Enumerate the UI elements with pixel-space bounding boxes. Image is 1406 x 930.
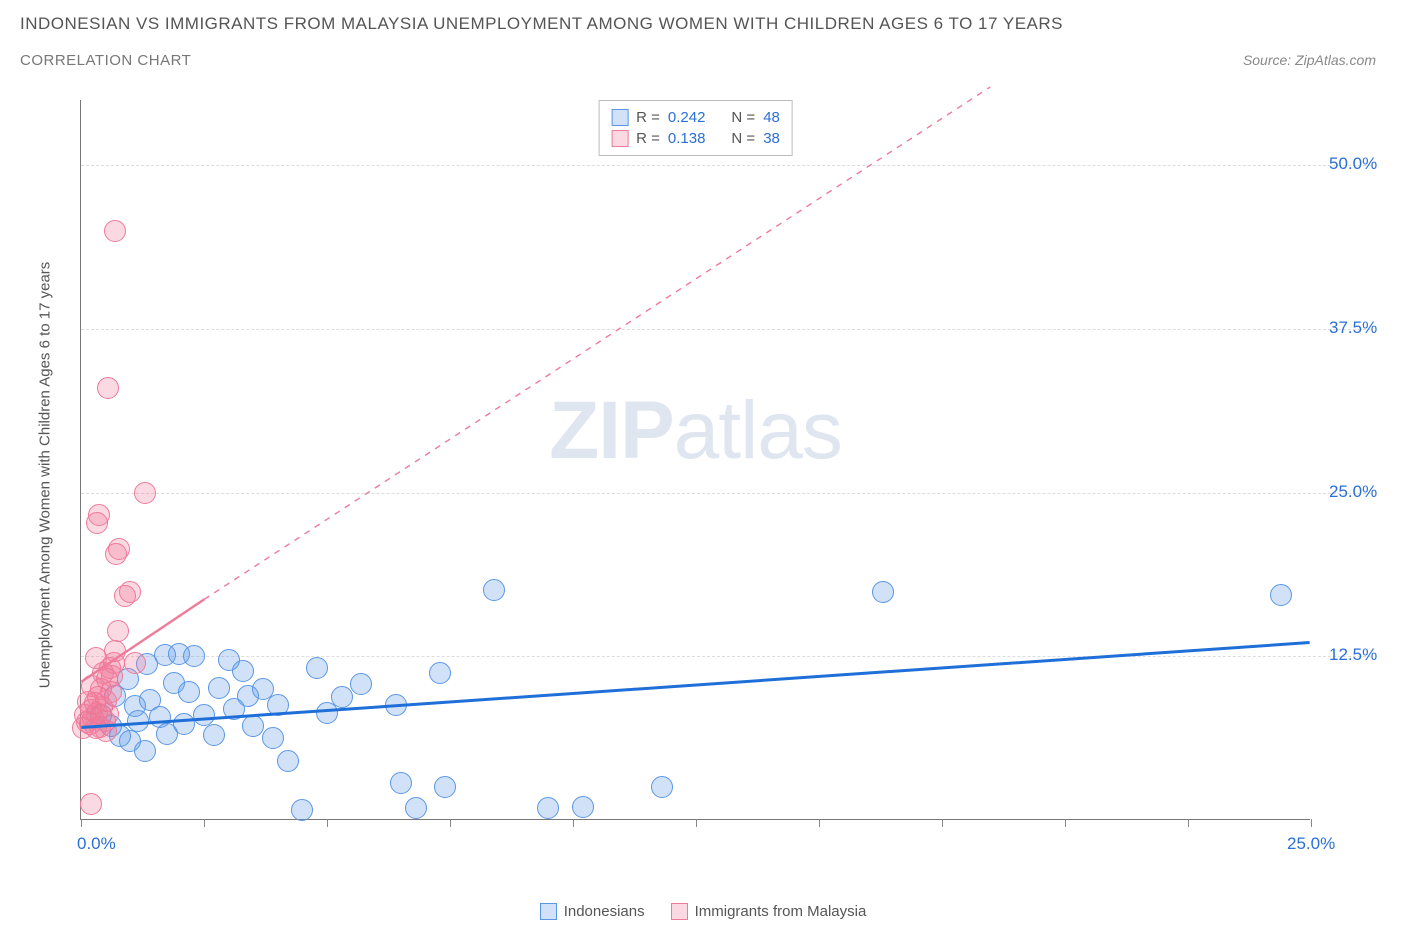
swatch-s2 xyxy=(611,130,628,147)
gridline xyxy=(81,329,1371,330)
data-point xyxy=(183,645,205,667)
data-point xyxy=(291,799,313,821)
data-point xyxy=(537,797,559,819)
data-point xyxy=(429,662,451,684)
data-point xyxy=(203,724,225,746)
data-point xyxy=(390,772,412,794)
data-point xyxy=(208,677,230,699)
stat-row-s1: R = 0.242 N = 48 xyxy=(611,107,780,128)
chart-header: INDONESIAN VS IMMIGRANTS FROM MALAYSIA U… xyxy=(0,0,1406,69)
chart-area: Unemployment Among Women with Children A… xyxy=(50,90,1380,860)
x-tick xyxy=(450,819,451,827)
data-point xyxy=(242,715,264,737)
x-tick xyxy=(1311,819,1312,827)
y-tick-label: 37.5% xyxy=(1329,318,1377,338)
chart-source: Source: ZipAtlas.com xyxy=(1243,52,1386,68)
swatch-legend-s2 xyxy=(671,903,688,920)
chart-subtitle: CORRELATION CHART xyxy=(20,52,191,69)
data-point xyxy=(405,797,427,819)
data-point xyxy=(306,657,328,679)
x-tick xyxy=(1188,819,1189,827)
data-point xyxy=(331,686,353,708)
data-point xyxy=(385,694,407,716)
data-point xyxy=(651,776,673,798)
data-point xyxy=(80,793,102,815)
data-point xyxy=(95,720,117,742)
legend-item-s1: Indonesians xyxy=(540,903,645,920)
data-point xyxy=(1270,584,1292,606)
chart-title: INDONESIAN VS IMMIGRANTS FROM MALAYSIA U… xyxy=(20,14,1386,34)
data-point xyxy=(104,220,126,242)
x-tick xyxy=(81,819,82,827)
data-point xyxy=(85,647,107,669)
data-point xyxy=(124,652,146,674)
data-point xyxy=(572,796,594,818)
x-tick xyxy=(1065,819,1066,827)
x-tick xyxy=(819,819,820,827)
y-tick-label: 50.0% xyxy=(1329,154,1377,174)
gridline xyxy=(81,165,1371,166)
watermark: ZIPatlas xyxy=(549,384,842,478)
data-point xyxy=(88,504,110,526)
data-point xyxy=(97,377,119,399)
data-point xyxy=(872,581,894,603)
data-point xyxy=(277,750,299,772)
x-tick xyxy=(204,819,205,827)
data-point xyxy=(127,710,149,732)
stat-row-s2: R = 0.138 N = 38 xyxy=(611,128,780,149)
x-tick xyxy=(942,819,943,827)
data-point xyxy=(350,673,372,695)
subtitle-row: CORRELATION CHART Source: ZipAtlas.com xyxy=(20,52,1386,69)
trend-lines xyxy=(81,100,1310,819)
data-point xyxy=(108,538,130,560)
gridline xyxy=(81,656,1371,657)
data-point xyxy=(232,660,254,682)
data-point xyxy=(134,482,156,504)
x-tick xyxy=(327,819,328,827)
x-tick-label: 0.0% xyxy=(77,834,116,854)
data-point xyxy=(119,581,141,603)
gridline xyxy=(81,493,1371,494)
x-tick xyxy=(573,819,574,827)
y-axis-label: Unemployment Among Women with Children A… xyxy=(37,262,54,689)
y-tick-label: 25.0% xyxy=(1329,482,1377,502)
swatch-legend-s1 xyxy=(540,903,557,920)
data-point xyxy=(193,704,215,726)
data-point xyxy=(107,620,129,642)
x-tick xyxy=(696,819,697,827)
legend-label-s1: Indonesians xyxy=(564,903,645,920)
plot-region: ZIPatlas R = 0.242 N = 48 R = 0.138 N = … xyxy=(80,100,1310,820)
stat-box: R = 0.242 N = 48 R = 0.138 N = 38 xyxy=(598,100,793,156)
legend-label-s2: Immigrants from Malaysia xyxy=(695,903,867,920)
data-point xyxy=(104,640,126,662)
data-point xyxy=(267,694,289,716)
swatch-s1 xyxy=(611,109,628,126)
legend-item-s2: Immigrants from Malaysia xyxy=(671,903,867,920)
x-tick-label: 25.0% xyxy=(1287,834,1335,854)
data-point xyxy=(262,727,284,749)
data-point xyxy=(173,713,195,735)
bottom-legend: Indonesians Immigrants from Malaysia xyxy=(0,903,1406,920)
data-point xyxy=(134,740,156,762)
data-point xyxy=(434,776,456,798)
data-point xyxy=(483,579,505,601)
y-tick-label: 12.5% xyxy=(1329,645,1377,665)
data-point xyxy=(178,681,200,703)
